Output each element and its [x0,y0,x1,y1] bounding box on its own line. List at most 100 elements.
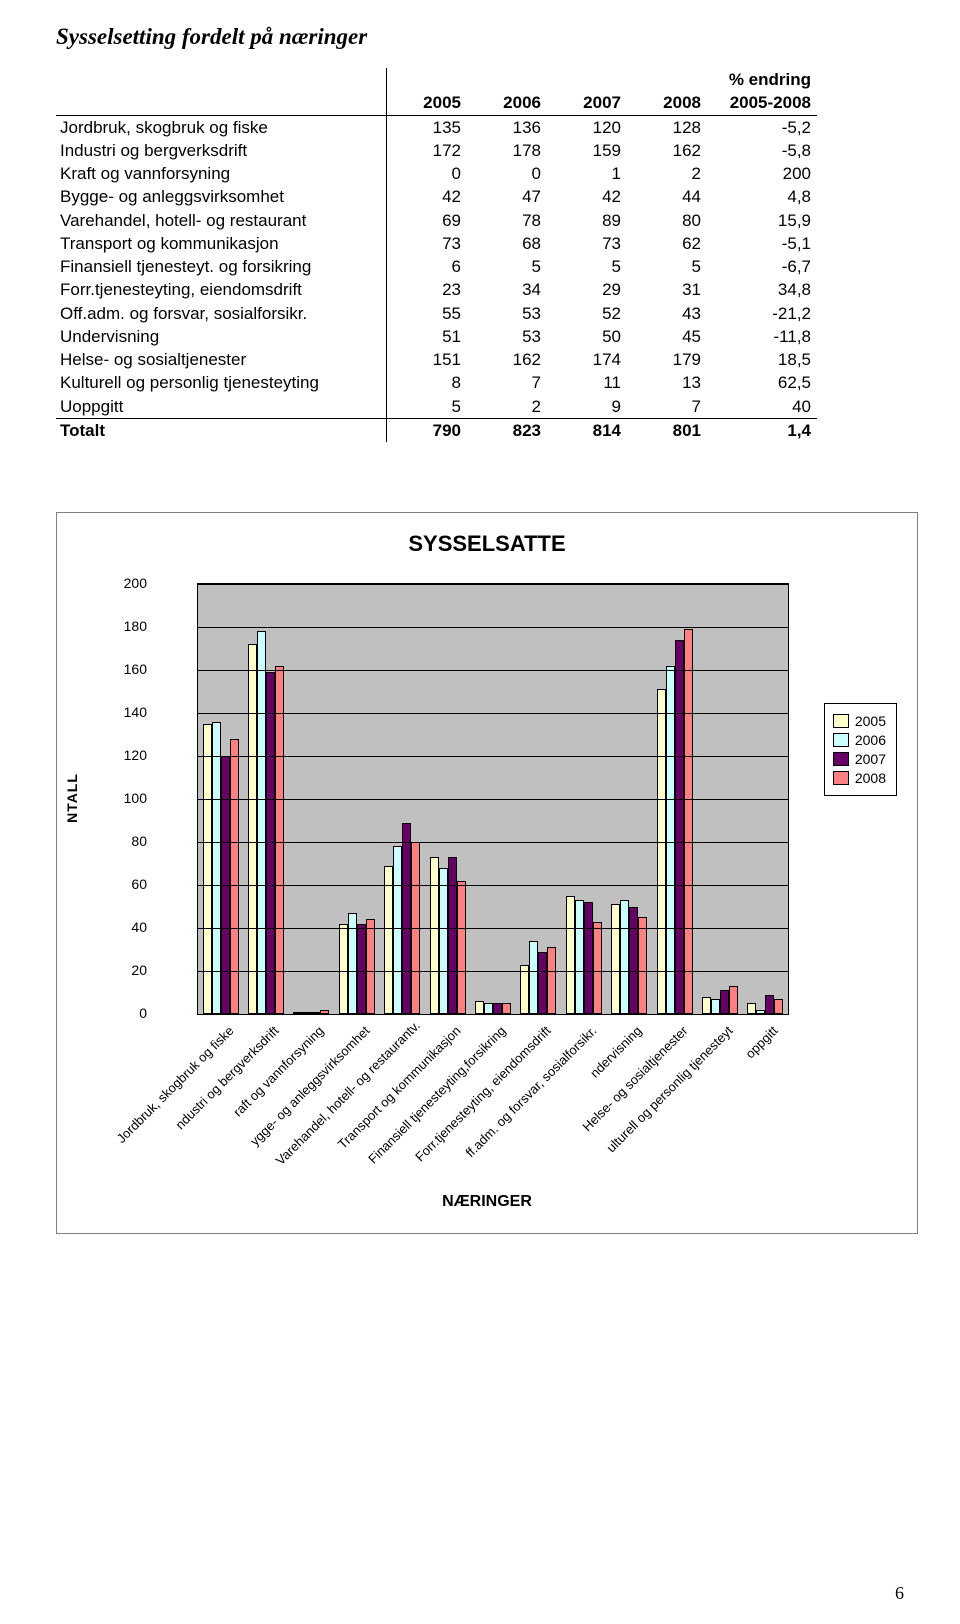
y-tick-label: 80 [109,833,147,849]
cell: 151 [387,348,468,371]
cell: -5,1 [707,232,817,255]
chart-title: SYSSELSATTE [57,531,917,557]
row-label: Finansiell tjenesteyt. og forsikring [56,255,387,278]
bar [439,868,448,1014]
bar [357,924,366,1014]
y-tick-label: 140 [109,704,147,720]
bar [393,846,402,1014]
cell: 51 [387,325,468,348]
y-tick-label: 160 [109,661,147,677]
gridline [198,885,788,886]
cell: 200 [707,162,817,185]
cell: 55 [387,302,468,325]
cell: 15,9 [707,209,817,232]
legend-item: 2007 [833,751,886,767]
gridline [198,584,788,585]
bar [248,644,257,1014]
row-label: Industri og bergverksdrift [56,139,387,162]
row-label: Forr.tjenesteyting, eiendomsdrift [56,278,387,301]
cell: 44 [627,185,707,208]
cell: 2 [467,395,547,419]
gridline [198,627,788,628]
gridline [198,928,788,929]
bar [402,823,411,1014]
cell: 50 [547,325,627,348]
table-row: Kulturell og personlig tjenesteyting8711… [56,371,817,394]
cell: 179 [627,348,707,371]
cell: 62 [627,232,707,255]
cell: -11,8 [707,325,817,348]
row-label: Off.adm. og forsvar, sosialforsikr. [56,302,387,325]
cell: 45 [627,325,707,348]
bar [620,900,629,1014]
cell: 89 [547,209,627,232]
cell: 23 [387,278,468,301]
table-row: Uoppgitt529740 [56,395,817,419]
cell: 34,8 [707,278,817,301]
bar [729,986,738,1014]
cell: 34 [467,278,547,301]
bar [720,990,729,1014]
page-number: 6 [895,1583,904,1604]
bar [430,857,439,1014]
x-axis-title: NÆRINGER [57,1193,917,1211]
bar [366,919,375,1014]
bar [711,999,720,1014]
cell: 47 [467,185,547,208]
y-tick-label: 180 [109,618,147,634]
bar [774,999,783,1014]
bar [584,902,593,1014]
bar [275,666,284,1014]
bar [747,1003,756,1014]
cell: 43 [627,302,707,325]
legend-swatch [833,771,849,785]
cell: -6,7 [707,255,817,278]
cell: 790 [387,418,468,442]
row-label: Varehandel, hotell- og restaurant [56,209,387,232]
row-label: Bygge- og anleggsvirksomhet [56,185,387,208]
pct-heading: % endring [707,68,817,91]
y-tick-label: 20 [109,962,147,978]
cell: 18,5 [707,348,817,371]
cell: 5 [387,395,468,419]
cell: 5 [627,255,707,278]
col-2007: 2007 [547,91,627,115]
legend-swatch [833,752,849,766]
legend-label: 2007 [855,751,886,767]
cell: 0 [387,162,468,185]
plot-area [197,583,789,1015]
table-row: Jordbruk, skogbruk og fiske135136120128-… [56,115,817,139]
col-2006: 2006 [467,91,547,115]
bar [629,907,638,1015]
cell: 40 [707,395,817,419]
cell: 11 [547,371,627,394]
bar [529,941,538,1014]
cell: 80 [627,209,707,232]
y-tick-label: 200 [109,575,147,591]
cell: 52 [547,302,627,325]
chart-panel: SYSSELSATTE NTALL 0204060801001201401601… [56,512,918,1234]
cell: 31 [627,278,707,301]
bar [547,947,556,1014]
y-tick-label: 40 [109,919,147,935]
table-row: Helse- og sosialtjenester15116217417918,… [56,348,817,371]
cell: 174 [547,348,627,371]
legend-item: 2006 [833,732,886,748]
bar [266,672,275,1014]
bar [448,857,457,1014]
cell: 73 [547,232,627,255]
totals-label: Totalt [56,418,387,442]
cell: 120 [547,115,627,139]
row-label: Kulturell og personlig tjenesteyting [56,371,387,394]
row-label: Undervisning [56,325,387,348]
y-axis-title: NTALL [64,773,80,823]
cell: 8 [387,371,468,394]
bar [484,1003,493,1014]
cell: 42 [547,185,627,208]
bar [675,640,684,1014]
bar [765,995,774,1014]
legend: 2005200620072008 [824,703,897,796]
cell: 69 [387,209,468,232]
table-row: Forr.tjenesteyting, eiendomsdrift2334293… [56,278,817,301]
bar [702,997,711,1014]
